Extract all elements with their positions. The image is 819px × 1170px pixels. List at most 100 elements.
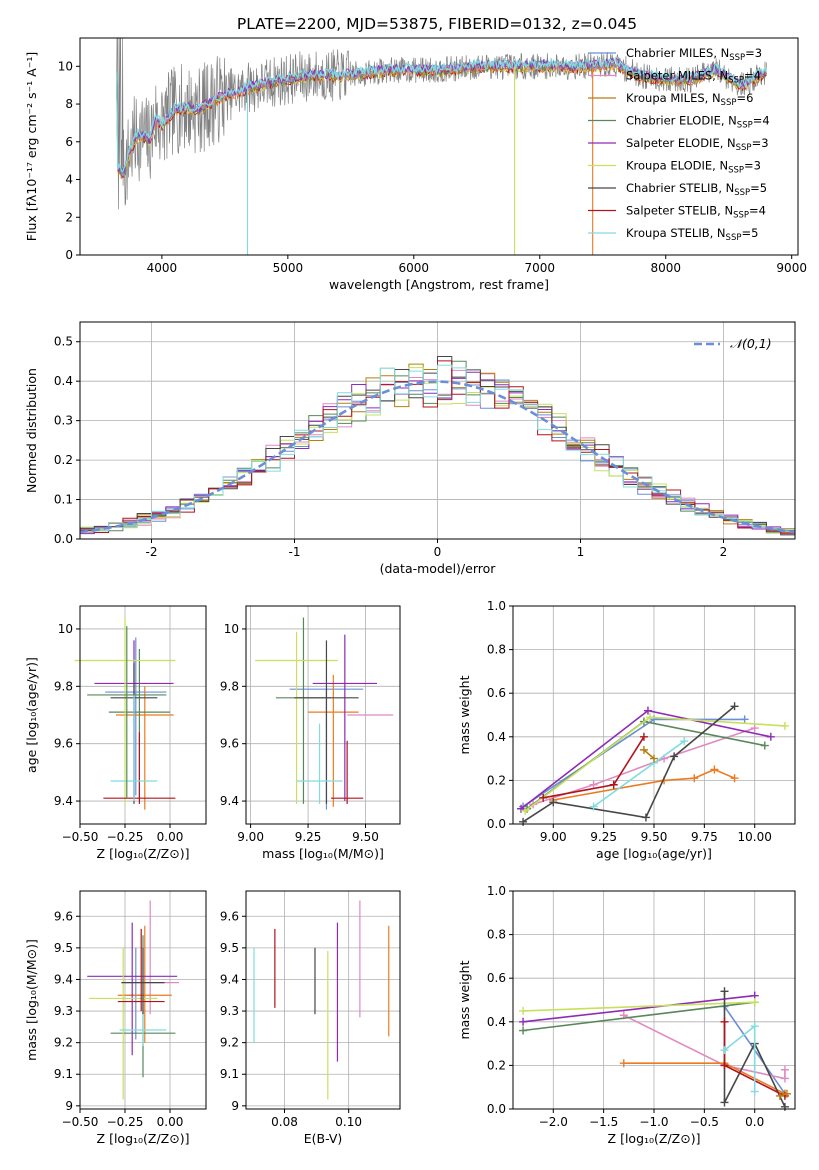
- weight-point-marker: [519, 1017, 528, 1026]
- weight-point-marker: [589, 780, 598, 789]
- model-spectrum: [116, 57, 767, 174]
- legend-entry: 𝒩(0,1): [730, 336, 772, 351]
- spectrum-xtick-label: 7000: [524, 261, 555, 275]
- age-vs-mass-grid: [246, 606, 400, 824]
- residuals-axes: -2 -1 0 1 2 0.0 0.1 0.2 0.3 0.4 0.5 (data-model)/er…: [24, 321, 796, 576]
- weight-vs-age-xtick-label: 9.25: [590, 830, 617, 844]
- legend-entry: Kroupa ELODIE, NSSP=3: [626, 159, 761, 176]
- weight-vs-Z-xtick-label: 0.0: [745, 1115, 764, 1129]
- spectrum-ytick-label: 2: [65, 210, 73, 224]
- weight-point-marker: [766, 732, 775, 741]
- residuals-ytick-label: 0.0: [54, 532, 73, 546]
- weight-point-marker: [519, 1006, 528, 1015]
- weight-point-marker: [521, 806, 530, 815]
- age-vs-Z-xtick-label: 0.00: [157, 830, 184, 844]
- weight-point-marker: [750, 1087, 759, 1096]
- residuals-xtick-label: -2: [146, 545, 158, 559]
- age-vs-Z-xtick-label: −0.50: [62, 830, 99, 844]
- spectrum-ytick-label: 10: [58, 59, 73, 73]
- mass-vs-Z-ytick-label: 9.1: [54, 1067, 73, 1081]
- weight-vs-age-ytick-label: 0.8: [487, 643, 506, 657]
- weight-point-marker: [517, 804, 526, 813]
- residuals-xtick-label: -1: [289, 545, 301, 559]
- weight-vs-Z-xtick-label: −1.5: [589, 1115, 618, 1129]
- mass-vs-Z-ytick-label: 9.2: [54, 1036, 73, 1050]
- weight-vs-age-ytick-label: 0.2: [487, 773, 506, 787]
- spectrum-xtick-label: 8000: [650, 261, 681, 275]
- weight-point-marker: [670, 752, 679, 761]
- residuals-ytick-label: 0.5: [54, 335, 73, 349]
- legend-entry: Chabrier ELODIE, NSSP=4: [626, 114, 770, 131]
- age-vs-mass-ytick-label: 9.4: [220, 794, 239, 808]
- mass-vs-EBV-xtick-label: 0.08: [271, 1115, 298, 1129]
- spectrum-xtick-label: 5000: [273, 261, 304, 275]
- weight-vs-Z-xlabel: Z [log₁₀(Z/Z⊙)]: [608, 1131, 701, 1146]
- legend-entry: Kroupa MILES, NSSP=6: [626, 91, 753, 108]
- weight-point-marker: [680, 737, 689, 746]
- mass-vs-EBV-xlabel: E(B-V): [304, 1131, 343, 1146]
- weight-series-line: [543, 736, 645, 799]
- weight-point-marker: [720, 1061, 729, 1070]
- weight-series-line: [523, 1001, 755, 1032]
- residuals-legend: 𝒩(0,1): [694, 336, 772, 351]
- chart-layer: 4000 5000 6000 7000 8000 90000246810wavelengt…: [24, 37, 807, 1146]
- weight-point-marker: [519, 817, 528, 826]
- weight-vs-Z-xtick-label: −0.5: [690, 1115, 719, 1129]
- weight-point-marker: [760, 741, 769, 750]
- age-vs-mass-xtick-label: 9.50: [352, 830, 379, 844]
- weight-vs-age-grid: [513, 605, 795, 825]
- weight-point-marker: [780, 1074, 789, 1083]
- weight-vs-Z-ytick-label: 0.2: [487, 1058, 506, 1072]
- mass-vs-Z-ytick-label: 9: [65, 1099, 73, 1113]
- spectrum-chart: 4000 5000 6000 7000 8000 9000 0 2 4 6 8 10 wavelengt…: [24, 37, 807, 292]
- legend-entry: Chabrier MILES, NSSP=3: [626, 46, 762, 63]
- mass-vs-Z-xlabel: Z [log₁₀(Z/Z⊙)]: [97, 1131, 190, 1146]
- age-vs-mass-chart: 9.00 9.25 9.50 9.4 9.6 9.8 10 mass [log₁₀(M/M⊙)…: [220, 605, 401, 861]
- weight-point-marker: [720, 1046, 729, 1055]
- residuals-plot: [79, 356, 796, 536]
- weight-vs-age-xtick-label: 9.75: [691, 830, 718, 844]
- age-vs-Z-xlabel: Z [log₁₀(Z/Z⊙)]: [97, 846, 190, 861]
- residuals-xlabel: (data-model)/error: [380, 561, 497, 576]
- spectrum-lines: [115, 38, 768, 255]
- weight-vs-Z-ytick-label: 1.0: [487, 884, 506, 898]
- mass-vs-Z-plot: [87, 900, 179, 1100]
- figure-title: PLATE=2200, MJD=53875, FIBERID=0132, z=0…: [237, 15, 637, 33]
- spectrum-ytick-label: 8: [65, 97, 73, 111]
- age-vs-mass-ytick-label: 10: [224, 622, 239, 636]
- age-vs-Z-plot: [74, 617, 176, 810]
- weight-series-line: [553, 768, 735, 801]
- legend-entry: Salpeter STELIB, NSSP=4: [626, 204, 766, 221]
- mass-vs-EBV-ytick-label: 9: [231, 1099, 239, 1113]
- age-vs-mass-xtick-label: 9.25: [295, 830, 322, 844]
- weight-point-marker: [519, 1026, 528, 1035]
- mass-vs-Z-xtick-label: 0.00: [157, 1115, 184, 1129]
- weight-series-line: [724, 1024, 756, 1092]
- weight-vs-Z-ytick-label: 0.0: [487, 1102, 506, 1116]
- weight-point-marker: [750, 1022, 759, 1031]
- spectrum-ytick-label: 0: [65, 248, 73, 262]
- legend-entry: Salpeter ELODIE, NSSP=3: [626, 136, 769, 153]
- weight-vs-age-xtick-label: 9.50: [641, 830, 668, 844]
- weight-point-marker: [539, 793, 548, 802]
- gaussian-reference: [79, 380, 796, 534]
- age-vs-Z-ylabel: age [log₁₀(age/yr)]: [24, 657, 39, 773]
- age-vs-mass-xtick-label: 9.00: [237, 830, 264, 844]
- age-vs-Z-ytick-label: 9.6: [54, 737, 73, 751]
- mass-vs-Z-axes: −0.50 −0.25 0.00 9 9.1 9.2 9.3 9.4 9.5 9.6 Z [log₁…: [24, 890, 207, 1146]
- weight-point-marker: [750, 724, 759, 733]
- weight-point-marker: [720, 987, 729, 996]
- weight-series-line: [522, 718, 745, 808]
- weight-point-marker: [720, 1017, 729, 1026]
- mass-vs-EBV-ytick-label: 9.6: [220, 909, 239, 923]
- weight-point-marker: [549, 798, 558, 807]
- residuals-chart: -2 -1 0 1 2 0.0 0.1 0.2 0.3 0.4 0.5 (data-model)/er…: [24, 321, 796, 576]
- age-vs-mass-ytick-label: 9.6: [220, 737, 239, 751]
- mass-vs-EBV-grid: [246, 891, 400, 1109]
- weight-point-marker: [780, 721, 789, 730]
- spectrum-ytick-label: 4: [65, 173, 73, 187]
- spectrum-plot: [115, 38, 768, 255]
- weight-vs-Z-plot: [519, 987, 791, 1111]
- age-vs-mass-axes: 9.00 9.25 9.50 9.4 9.6 9.8 10 mass [log₁₀(M/M⊙)…: [220, 605, 401, 861]
